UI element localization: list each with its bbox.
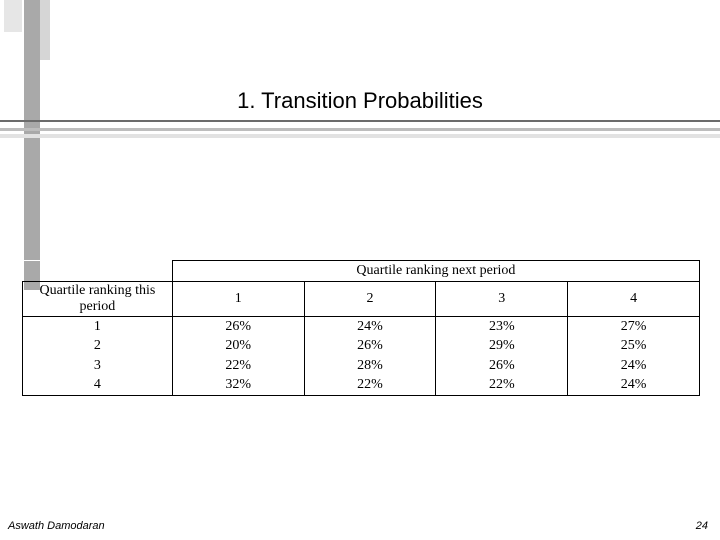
cell-1-2: 24% bbox=[304, 316, 436, 336]
hr-dark bbox=[0, 120, 720, 122]
decor-bar-dark bbox=[24, 0, 40, 290]
row-label-4: 4 bbox=[23, 375, 173, 395]
cell-4-4: 24% bbox=[568, 375, 700, 395]
col-label-2: 2 bbox=[304, 281, 436, 316]
cell-2-2: 26% bbox=[304, 336, 436, 356]
table-row: 2 20% 26% 29% 25% bbox=[23, 336, 700, 356]
cell-1-3: 23% bbox=[436, 316, 568, 336]
super-header: Quartile ranking next period bbox=[172, 261, 699, 282]
table-row: 4 32% 22% 22% 24% bbox=[23, 375, 700, 395]
row-header-label-line2: period bbox=[80, 299, 116, 314]
header-blank-corner bbox=[23, 261, 173, 282]
cell-3-3: 26% bbox=[436, 356, 568, 376]
table-container: Quartile ranking next period Quartile ra… bbox=[22, 260, 700, 396]
table-row-superheader: Quartile ranking next period bbox=[23, 261, 700, 282]
col-label-4: 4 bbox=[568, 281, 700, 316]
row-label-3: 3 bbox=[23, 356, 173, 376]
col-label-3: 3 bbox=[436, 281, 568, 316]
cell-1-1: 26% bbox=[172, 316, 304, 336]
col-label-1: 1 bbox=[172, 281, 304, 316]
cell-2-1: 20% bbox=[172, 336, 304, 356]
decor-bar-light bbox=[40, 0, 50, 60]
cell-4-2: 22% bbox=[304, 375, 436, 395]
cell-1-4: 27% bbox=[568, 316, 700, 336]
slide: 1. Transition Probabilities Quartile ran… bbox=[0, 0, 720, 540]
row-label-1: 1 bbox=[23, 316, 173, 336]
cell-3-4: 24% bbox=[568, 356, 700, 376]
row-header-label-line1: Quartile ranking this bbox=[39, 283, 155, 298]
cell-2-3: 29% bbox=[436, 336, 568, 356]
transition-table: Quartile ranking next period Quartile ra… bbox=[22, 260, 700, 396]
hr-mid bbox=[0, 128, 720, 131]
cell-4-3: 22% bbox=[436, 375, 568, 395]
footer-page-number: 24 bbox=[696, 520, 708, 532]
cell-3-2: 28% bbox=[304, 356, 436, 376]
cell-2-4: 25% bbox=[568, 336, 700, 356]
decor-bar-leftmost bbox=[4, 0, 22, 32]
cell-4-1: 32% bbox=[172, 375, 304, 395]
table-row: 3 22% 28% 26% 24% bbox=[23, 356, 700, 376]
table-row-colheaders: Quartile ranking this period 1 2 3 4 bbox=[23, 281, 700, 316]
table-row: 1 26% 24% 23% 27% bbox=[23, 316, 700, 336]
slide-title: 1. Transition Probabilities bbox=[0, 88, 720, 114]
row-label-2: 2 bbox=[23, 336, 173, 356]
cell-3-1: 22% bbox=[172, 356, 304, 376]
footer-author: Aswath Damodaran bbox=[8, 520, 105, 532]
row-header-label: Quartile ranking this period bbox=[23, 281, 173, 316]
hr-light bbox=[0, 134, 720, 138]
